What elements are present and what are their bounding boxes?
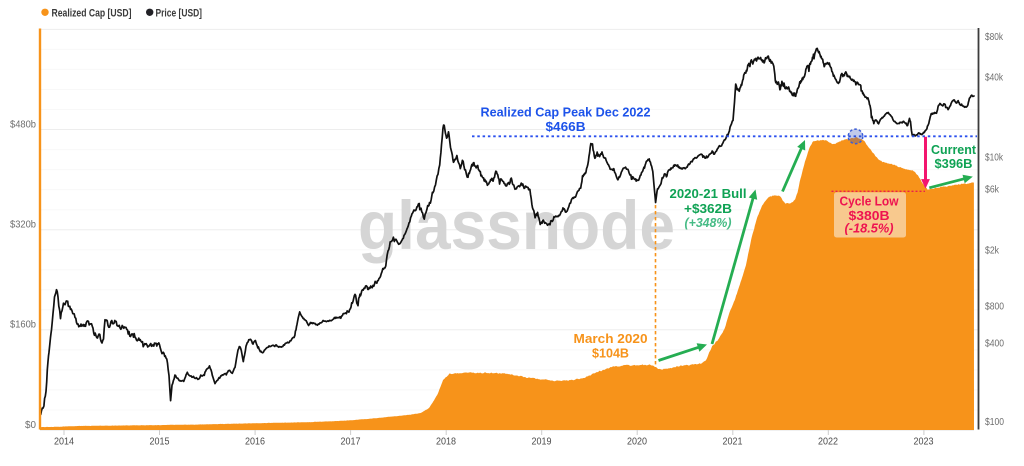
svg-text:$480b: $480b — [10, 120, 37, 131]
svg-text:2015: 2015 — [150, 437, 170, 448]
svg-text:Current: Current — [931, 142, 977, 157]
svg-text:Price [USD]: Price [USD] — [156, 7, 203, 19]
svg-text:2016: 2016 — [245, 437, 265, 448]
svg-text:2018: 2018 — [436, 437, 456, 448]
svg-text:2020-21 Bull: 2020-21 Bull — [670, 186, 747, 201]
svg-text:$800: $800 — [985, 302, 1004, 313]
svg-text:2020: 2020 — [627, 437, 647, 448]
svg-text:$466B: $466B — [546, 119, 586, 134]
svg-text:2017: 2017 — [341, 437, 361, 448]
svg-text:glassnode: glassnode — [358, 187, 675, 264]
svg-text:+$362B: +$362B — [684, 201, 732, 216]
svg-text:$396B: $396B — [935, 156, 973, 171]
svg-text:$6k: $6k — [985, 185, 999, 196]
svg-text:2023: 2023 — [914, 437, 934, 448]
svg-text:2021: 2021 — [723, 437, 743, 448]
svg-text:2014: 2014 — [54, 437, 74, 448]
svg-text:(+348%): (+348%) — [685, 216, 732, 230]
svg-text:2022: 2022 — [818, 437, 838, 448]
svg-text:$0: $0 — [25, 420, 37, 431]
svg-text:(-18.5%): (-18.5%) — [845, 222, 894, 236]
svg-text:$80k: $80k — [985, 32, 1003, 43]
svg-text:$40k: $40k — [985, 73, 1003, 84]
svg-text:$104B: $104B — [592, 346, 629, 361]
svg-text:$160b: $160b — [10, 320, 37, 331]
svg-text:$380B: $380B — [849, 208, 890, 223]
svg-text:Realized Cap [USD]: Realized Cap [USD] — [52, 7, 132, 19]
svg-text:$400: $400 — [985, 339, 1004, 350]
svg-text:$320b: $320b — [10, 220, 37, 231]
svg-text:$2k: $2k — [985, 246, 999, 257]
svg-text:March 2020: March 2020 — [574, 331, 648, 346]
svg-text:$100: $100 — [985, 417, 1004, 428]
svg-text:Realized Cap Peak Dec 2022: Realized Cap Peak Dec 2022 — [481, 105, 651, 120]
svg-text:2019: 2019 — [532, 437, 552, 448]
svg-text:$10k: $10k — [985, 153, 1003, 164]
svg-text:Cycle Low: Cycle Low — [840, 194, 900, 209]
